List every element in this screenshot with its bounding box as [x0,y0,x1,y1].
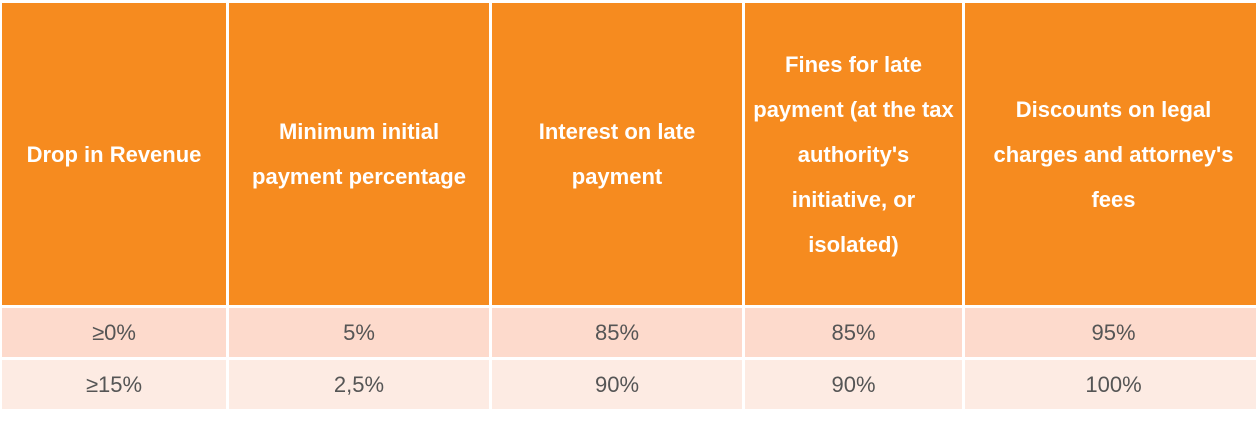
table-cell: 85% [492,308,742,357]
table-cell: 100% [965,360,1256,409]
header-cell: Interest on late payment [492,3,742,305]
table-cell: 90% [745,360,962,409]
header-cell: Discounts on legal charges and attorney'… [965,3,1256,305]
header-row: Drop in Revenue Minimum initial payment p… [2,3,1256,305]
table-cell: 95% [965,308,1256,357]
table-cell: 90% [492,360,742,409]
table-body: ≥0% 5% 85% 85% 95% ≥15% 2,5% 90% 90% 100% [2,308,1256,409]
header-cell: Drop in Revenue [2,3,226,305]
table-cell: ≥15% [2,360,226,409]
header-cell: Fines for late payment (at the tax autho… [745,3,962,305]
data-table: Drop in Revenue Minimum initial payment p… [2,3,1256,409]
table-cell: ≥0% [2,308,226,357]
header-cell: Minimum initial payment percentage [229,3,489,305]
table-row: ≥15% 2,5% 90% 90% 100% [2,360,1256,409]
table-cell: 5% [229,308,489,357]
table-cell: 2,5% [229,360,489,409]
table-row: ≥0% 5% 85% 85% 95% [2,308,1256,357]
table-cell: 85% [745,308,962,357]
